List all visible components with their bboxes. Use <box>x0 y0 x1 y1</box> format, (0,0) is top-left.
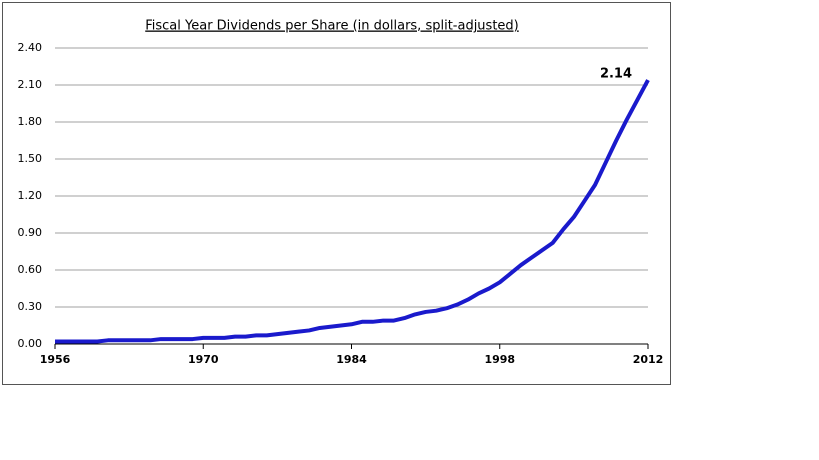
x-tick-label: 1970 <box>188 353 219 366</box>
x-tick-label: 2012 <box>633 353 664 366</box>
y-tick-label: 0.00 <box>18 337 43 350</box>
x-tick-label: 1956 <box>40 353 71 366</box>
y-tick-label: 1.50 <box>18 152 43 165</box>
y-tick-label: 1.80 <box>18 115 43 128</box>
y-tick-label: 0.30 <box>18 300 43 313</box>
x-tick-label: 1998 <box>484 353 515 366</box>
y-tick-label: 2.10 <box>18 78 43 91</box>
y-tick-label: 2.40 <box>18 41 43 54</box>
y-tick-label: 0.90 <box>18 226 43 239</box>
chart-frame <box>2 2 671 385</box>
y-tick-label: 0.60 <box>18 263 43 276</box>
chart-title: Fiscal Year Dividends per Share (in doll… <box>145 19 519 34</box>
y-tick-label: 1.20 <box>18 189 43 202</box>
data-label: 2.14 <box>600 67 632 82</box>
data-line <box>55 79 650 344</box>
x-tick-label: 1984 <box>336 353 367 366</box>
